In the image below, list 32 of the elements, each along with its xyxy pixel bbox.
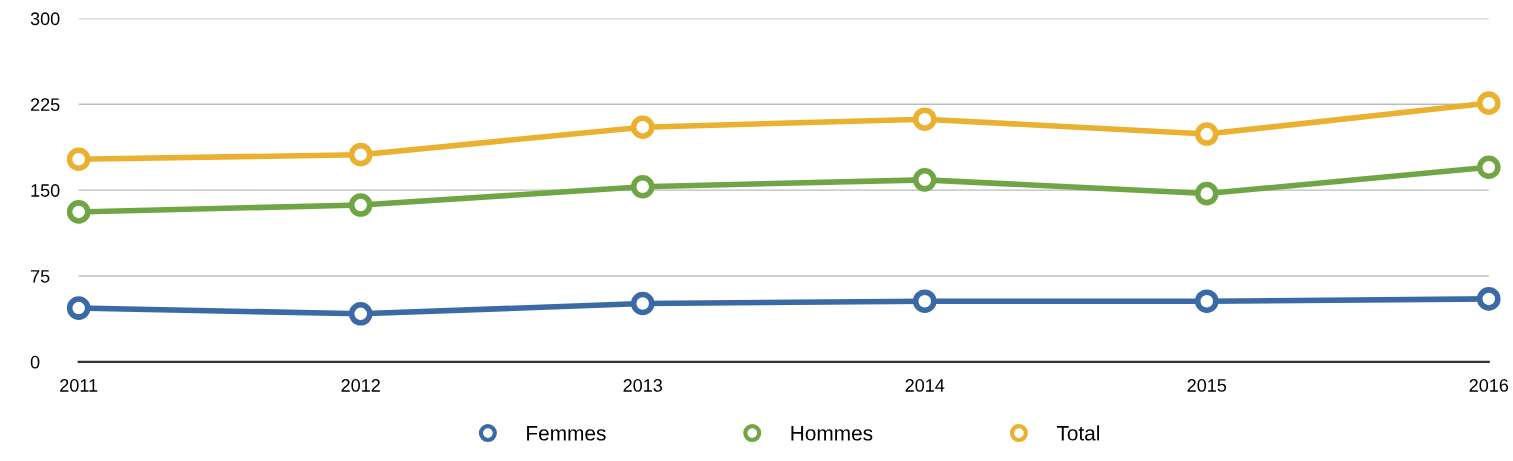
point xyxy=(1476,91,1501,115)
point xyxy=(1476,287,1501,311)
point xyxy=(66,147,91,172)
y-tick-label: 0 xyxy=(30,355,40,369)
y-tick-label: 75 xyxy=(30,270,50,283)
x-tick-label: 2012 xyxy=(341,379,380,392)
x-tick-label: 2015 xyxy=(1187,379,1227,392)
y-tick-label: 150 xyxy=(31,184,60,197)
point xyxy=(348,301,373,326)
x-tick-label: 2014 xyxy=(905,379,945,392)
point xyxy=(66,200,91,224)
point xyxy=(912,107,937,131)
point xyxy=(630,291,655,316)
point xyxy=(348,142,373,167)
x-tick-label: 2016 xyxy=(1469,379,1509,392)
y-tick-label: 225 xyxy=(30,98,60,112)
point xyxy=(1194,122,1219,146)
point xyxy=(66,296,91,320)
point xyxy=(348,193,373,217)
legend-label: Hommes xyxy=(791,426,873,441)
point xyxy=(912,168,937,192)
point xyxy=(1194,289,1219,314)
point xyxy=(912,289,937,314)
point xyxy=(630,115,655,140)
y-tick-label: 300 xyxy=(30,12,60,26)
point xyxy=(1194,181,1219,206)
x-tick-label: 2011 xyxy=(60,379,98,392)
legend-label: Femmes xyxy=(527,426,606,441)
legend-label: Total xyxy=(1056,425,1100,441)
x-tick-label: 2013 xyxy=(623,379,663,392)
point xyxy=(1476,155,1501,180)
point xyxy=(630,174,655,199)
